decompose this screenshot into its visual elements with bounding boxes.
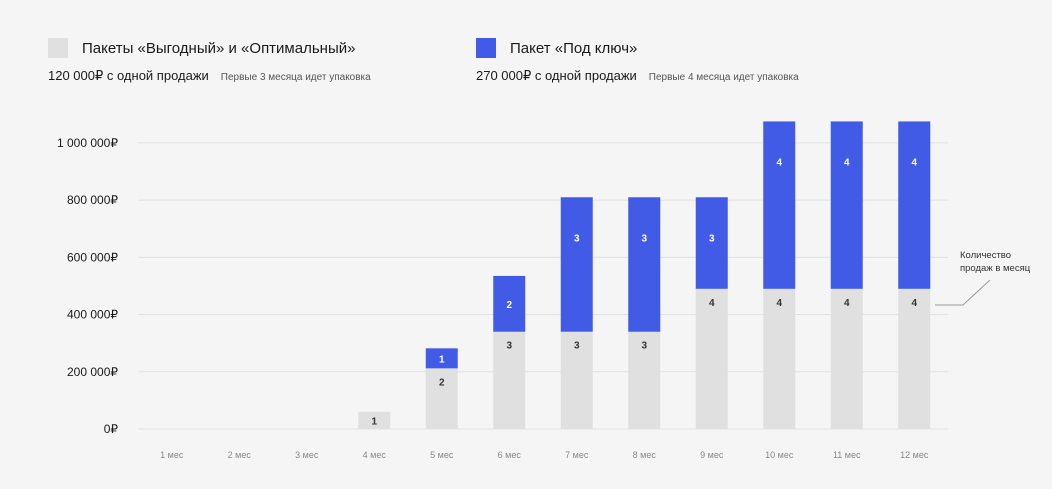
data-label: 3 — [641, 341, 647, 352]
bar-segment-blue — [830, 121, 863, 289]
legend-gray: Пакеты «Выгодный» и «Оптимальный» 120 00… — [48, 36, 371, 84]
legend-blue-swatch — [476, 38, 496, 58]
x-tick-label: 5 мес — [430, 450, 454, 460]
bar-segment-gray — [830, 288, 863, 429]
bar-segment-gray — [358, 411, 391, 429]
data-label: 3 — [506, 341, 512, 352]
y-tick-label: 1 000 000₽ — [57, 136, 118, 150]
data-label: 3 — [641, 233, 647, 244]
bar-segment-gray — [898, 288, 931, 429]
x-tick-label: 4 мес — [363, 450, 387, 460]
x-tick-label: 8 мес — [633, 450, 657, 460]
data-label: 3 — [574, 341, 580, 352]
x-tick-label: 11 мес — [833, 450, 861, 460]
bar-segment-gray — [560, 331, 593, 429]
bar-segment-blue — [628, 197, 661, 332]
data-label: 4 — [844, 298, 850, 309]
legend-gray-price: 120 000₽ с одной продажи — [48, 68, 209, 83]
legend-gray-name: Пакеты «Выгодный» и «Оптимальный» — [82, 39, 356, 57]
data-label: 4 — [911, 157, 917, 168]
x-tick-label: 2 мес — [228, 450, 252, 460]
y-tick-label: 200 000₽ — [67, 365, 118, 379]
legend-gray-note: Первые 3 месяца идет упаковка — [220, 72, 371, 83]
x-tick-label: 10 мес — [765, 450, 794, 460]
data-label: 4 — [844, 157, 850, 168]
data-label: 4 — [776, 298, 782, 309]
y-tick-label: 400 000₽ — [67, 308, 118, 322]
y-tick-label: 800 000₽ — [67, 193, 118, 207]
bar-segment-blue — [898, 121, 931, 289]
x-tick-label: 9 мес — [700, 450, 724, 460]
data-label: 4 — [709, 298, 715, 309]
legend-blue-note: Первые 4 месяца идет упаковка — [648, 72, 799, 83]
bar-segment-blue — [425, 348, 458, 369]
y-tick-label: 0₽ — [104, 422, 119, 436]
bar-segment-gray — [493, 331, 526, 429]
x-tick-label: 6 мес — [498, 450, 522, 460]
bar-segment-gray — [695, 288, 728, 429]
bar-segment-gray — [628, 331, 661, 429]
annotation: Количество продаж в месяц — [935, 250, 1031, 306]
x-tick-label: 7 мес — [565, 450, 589, 460]
annotation-line-2: продаж в месяц — [960, 263, 1031, 274]
data-label: 2 — [439, 377, 445, 388]
data-label: 1 — [439, 354, 445, 365]
data-label: 4 — [911, 298, 917, 309]
annotation-line-1: Количество — [960, 250, 1011, 261]
bar-segment-blue — [695, 197, 728, 289]
bar-segment-gray — [425, 368, 458, 429]
annotation-leader-line — [935, 279, 991, 306]
data-label: 1 — [371, 416, 377, 427]
y-tick-label: 600 000₽ — [67, 250, 118, 264]
legend-blue-price: 270 000₽ с одной продажи — [476, 68, 637, 83]
legend-blue: Пакет «Под ключ» 270 000₽ с одной продаж… — [476, 36, 799, 84]
legend-gray-swatch — [48, 38, 68, 58]
bar-segment-blue — [763, 121, 796, 289]
bar-segment-blue — [493, 275, 526, 332]
data-label: 3 — [709, 233, 715, 244]
bar-segment-blue — [560, 197, 593, 332]
x-tick-label: 1 мес — [160, 450, 184, 460]
data-label: 3 — [574, 233, 580, 244]
x-tick-label: 12 мес — [900, 450, 929, 460]
x-tick-label: 3 мес — [295, 450, 319, 460]
data-label: 4 — [776, 157, 782, 168]
data-label: 2 — [506, 300, 512, 311]
legend-blue-name: Пакет «Под ключ» — [510, 39, 638, 57]
bar-segment-gray — [763, 288, 796, 429]
